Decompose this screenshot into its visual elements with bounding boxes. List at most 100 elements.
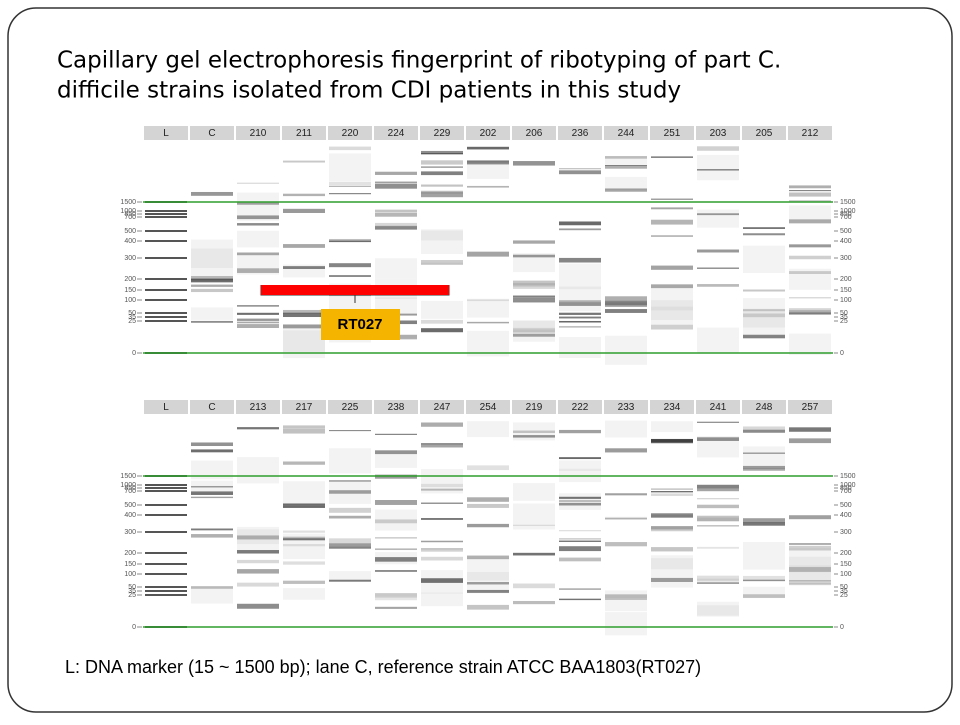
lane-label: 213: [250, 402, 267, 413]
band: [283, 561, 325, 565]
smear: [651, 288, 693, 311]
band: [605, 309, 647, 313]
band: [743, 313, 785, 318]
lane-header: [190, 126, 234, 140]
smear: [743, 586, 785, 599]
size-label: 25: [840, 592, 848, 599]
size-label: 300: [840, 255, 852, 262]
smear: [375, 552, 417, 565]
band: [191, 288, 233, 293]
caption: L: DNA marker (15 ~ 1500 bp); lane C, re…: [65, 657, 701, 677]
lane-label: 248: [756, 402, 773, 413]
band: [651, 156, 693, 158]
band: [651, 284, 693, 289]
band: [789, 190, 831, 192]
band: [513, 430, 555, 433]
size-label: 100: [840, 297, 852, 304]
band: [283, 504, 325, 507]
smear: [375, 509, 417, 531]
lane-header: [742, 400, 786, 414]
band: [789, 308, 831, 313]
smear: [605, 176, 647, 190]
band: [605, 296, 647, 301]
smear: [513, 320, 555, 342]
band: [329, 430, 371, 432]
band: [283, 324, 325, 329]
lane-label: C: [208, 128, 215, 139]
band: [421, 171, 463, 176]
lane-label: L: [163, 128, 169, 139]
band: [467, 321, 509, 324]
band: [513, 254, 555, 258]
band: [375, 433, 417, 435]
smear: [191, 248, 233, 278]
band: [743, 594, 785, 598]
band: [743, 518, 785, 524]
lane-label: 257: [802, 402, 819, 413]
ladder-band: [145, 552, 187, 554]
band: [421, 488, 463, 491]
size-label: 200: [840, 276, 852, 283]
lane-header: [558, 400, 602, 414]
size-label: 35: [840, 588, 848, 595]
band: [375, 212, 417, 217]
smear: [421, 469, 463, 494]
band: [743, 522, 785, 526]
band: [559, 588, 601, 590]
band: [697, 498, 739, 500]
band: [559, 540, 601, 543]
band: [697, 249, 739, 253]
lane-label: C: [208, 402, 215, 413]
size-label: 50: [840, 584, 848, 591]
size-label: 400: [124, 238, 136, 245]
lane-label: 238: [388, 402, 405, 413]
band: [283, 266, 325, 269]
smear: [191, 588, 233, 604]
size-label: 300: [124, 529, 136, 536]
band: [467, 465, 509, 471]
size-label: 0: [840, 624, 844, 631]
band: [191, 485, 233, 488]
band: [651, 513, 693, 515]
lane-header: [374, 400, 418, 414]
band: [789, 192, 831, 197]
band: [789, 567, 831, 572]
band: [605, 517, 647, 520]
band: [329, 515, 371, 519]
lane-header: [650, 400, 694, 414]
band: [789, 582, 831, 585]
smear: [743, 298, 785, 328]
band: [605, 493, 647, 496]
lane-label: 220: [342, 128, 359, 139]
smear: [329, 481, 371, 504]
smear: [191, 480, 233, 494]
band: [421, 578, 463, 583]
smear: [421, 229, 463, 241]
band: [237, 215, 279, 220]
lane-header: [466, 126, 510, 140]
band: [605, 156, 647, 159]
smear: [605, 420, 647, 438]
band: [467, 185, 509, 188]
ladder-band: [145, 230, 187, 232]
band: [467, 589, 509, 593]
lane-header: [604, 126, 648, 140]
size-label: 35: [128, 314, 136, 321]
smear: [513, 483, 555, 501]
band: [283, 193, 325, 197]
size-label: 150: [124, 287, 136, 294]
band: [421, 443, 463, 445]
band: [697, 421, 739, 423]
size-label: 150: [840, 561, 852, 568]
ladder-band: [145, 320, 187, 322]
gel-group: L C 210 211 220 224 229 202 206 236 244 251 203 205 21…: [120, 126, 856, 636]
ladder-band: [145, 573, 187, 575]
band: [559, 496, 601, 499]
band: [651, 488, 693, 490]
band: [283, 160, 325, 163]
size-label: 850: [840, 485, 852, 492]
smear: [467, 558, 509, 581]
band: [697, 284, 739, 287]
size-label: 400: [840, 238, 852, 245]
band: [329, 579, 371, 582]
